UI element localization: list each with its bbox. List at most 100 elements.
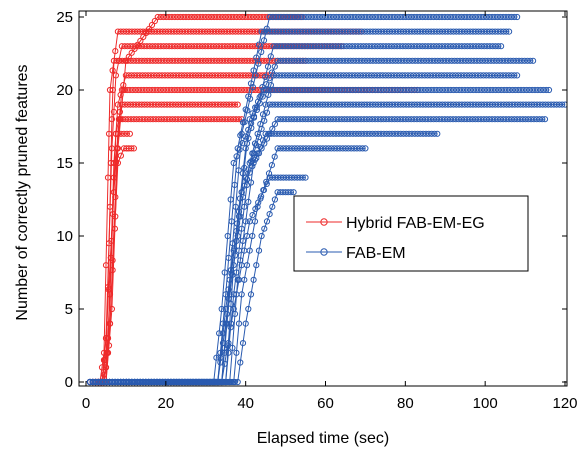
data-point [197,13,204,21]
x-axis-label: Elapsed time (sec) [257,430,390,447]
data-point [514,13,521,21]
data-point [144,101,151,108]
data-point [254,98,262,105]
data-point [245,305,252,313]
data-point [530,57,537,64]
data-point [250,159,257,167]
data-point [109,211,117,218]
data-point [115,57,123,64]
y-tick-label: 25 [56,9,73,26]
data-point [169,101,176,108]
data-point [253,262,260,269]
data-point [226,101,233,108]
data-point [353,145,360,152]
data-point [445,57,452,64]
data-point [405,43,412,50]
data-point [148,21,156,29]
data-point [271,63,278,70]
data-point [230,305,237,313]
data-point [224,232,231,240]
data-point [249,212,256,219]
data-point [213,354,220,361]
data-point [168,13,175,21]
data-point [539,116,546,123]
legend-marker [320,218,328,226]
data-point [112,130,120,137]
data-point [244,107,251,114]
data-point [311,145,318,152]
y-tick-label: 0 [65,374,73,391]
data-point [246,159,253,167]
data-point [265,91,272,99]
data-point [255,60,262,67]
data-point [269,203,276,210]
data-point [262,101,269,108]
data-point [287,189,294,196]
data-point [217,101,224,108]
data-point [192,101,199,108]
y-tick-label: 20 [56,82,73,99]
data-point [243,181,251,188]
data-point [247,291,255,298]
data-point [233,269,240,276]
data-point [216,330,223,337]
data-point [227,324,234,331]
data-point [221,360,228,367]
data-point [255,41,263,48]
data-point [214,101,221,108]
data-point [230,159,237,167]
data-point [117,116,124,123]
data-point [236,146,243,153]
data-point [109,267,116,274]
data-point [233,349,240,356]
data-point [154,13,161,21]
data-point [511,72,518,79]
x-tick-label: 80 [397,395,414,412]
data-point [152,101,159,108]
legend-item: Hybrid FAB-EM-EG [306,215,485,232]
data-point [126,130,133,137]
data-point [218,305,225,313]
data-point [125,53,132,60]
x-tick-label: 20 [157,395,174,412]
data-point [243,140,251,147]
data-point [408,86,415,94]
data-point [253,142,260,149]
series-fab-em [86,13,567,386]
data-point [302,145,309,152]
data-point [268,162,275,169]
data-point [561,101,567,108]
data-point [235,208,243,215]
legend-marker [320,248,328,256]
data-point [258,48,265,56]
data-point [241,203,248,210]
data-point [112,72,120,79]
data-point [482,57,489,64]
data-point [219,330,227,337]
data-point [203,101,210,108]
y-axis-label: Number of correctly pruned features [14,64,31,320]
data-point [105,130,113,137]
data-point [238,225,245,232]
data-point [247,13,254,21]
data-point [140,33,147,41]
data-point [247,95,254,102]
data-point [253,54,260,61]
data-point [178,101,185,108]
data-point [273,86,280,94]
data-point [277,145,284,152]
data-point [166,13,173,21]
x-tick-label: 40 [237,395,254,412]
series-run [86,189,297,386]
data-point [225,286,232,293]
data-point [263,218,271,225]
data-point [362,145,369,152]
data-point [527,57,534,64]
data-point [112,48,119,55]
data-point [224,342,231,349]
data-point [128,145,135,152]
data-point [143,29,150,37]
data-point [106,291,114,298]
data-point [252,104,259,111]
data-point [406,57,413,64]
